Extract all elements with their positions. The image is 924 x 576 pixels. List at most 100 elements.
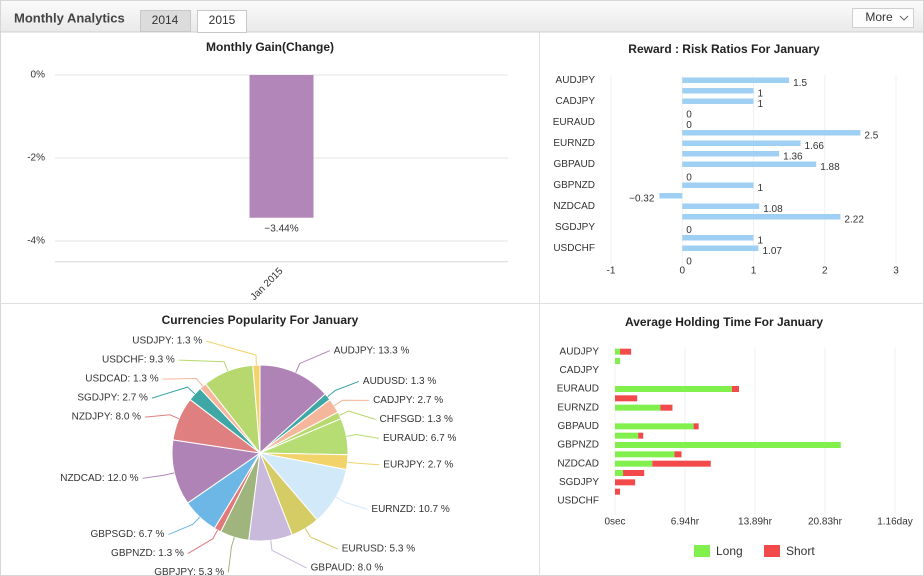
bar <box>249 74 314 218</box>
legend-swatch <box>694 545 710 557</box>
bar <box>682 161 817 167</box>
connector <box>151 386 196 399</box>
header-bar <box>1 1 923 32</box>
header-title: Monthly Analytics <box>14 10 125 25</box>
connector <box>327 380 360 398</box>
slice-label: GBPNZD: 1.3 % <box>111 548 184 559</box>
data-label: 1 <box>758 183 764 194</box>
more-label[interactable]: More <box>865 10 893 24</box>
slice-label: AUDJPY: 13.3 % <box>334 345 410 356</box>
slice-label: GBPAUD: 8.0 % <box>311 563 384 574</box>
bar <box>682 140 801 146</box>
data-label: −0.32 <box>629 193 655 204</box>
data-label: 0 <box>686 225 692 236</box>
y-tick-label: NZDCAD <box>557 458 599 469</box>
data-label: 1.36 <box>783 151 803 162</box>
y-tick-label: 0% <box>31 70 46 81</box>
y-tick-label: EURAUD <box>553 117 595 128</box>
bar <box>682 98 754 104</box>
data-label: 1.5 <box>793 78 807 89</box>
bar <box>682 88 754 94</box>
bar-segment <box>615 451 675 458</box>
bar <box>682 182 754 188</box>
y-tick-label: USDCHF <box>557 496 599 507</box>
y-tick-label: EURAUD <box>557 384 599 395</box>
connector <box>346 433 380 439</box>
slice-label: GBPJPY: 5.3 % <box>154 567 224 576</box>
legend-label: Long <box>716 544 743 558</box>
y-tick-label: CADJPY <box>560 365 600 376</box>
slice-label: EURJPY: 2.7 % <box>383 459 453 470</box>
connector <box>335 496 368 510</box>
data-label: 0 <box>686 120 692 131</box>
x-tick-label: 1 <box>751 266 757 277</box>
tab[interactable]: 2015 <box>209 13 236 27</box>
y-tick-label: SGDJPY <box>555 222 595 233</box>
connector <box>178 359 229 372</box>
y-tick-label: EURNZD <box>557 402 599 413</box>
connector <box>168 516 201 536</box>
y-tick-label: GBPAUD <box>558 421 600 432</box>
connector <box>304 528 338 550</box>
bar-segment <box>731 386 739 392</box>
tab-bg[interactable] <box>140 10 191 32</box>
pie-slice <box>252 364 261 454</box>
data-label: 2.5 <box>864 130 878 141</box>
bar-segment <box>615 386 732 392</box>
bar-segment <box>693 423 699 430</box>
bar-segment <box>615 395 638 402</box>
connector <box>145 414 180 420</box>
bar-segment <box>652 460 711 467</box>
y-tick-label: AUDJPY <box>560 346 600 357</box>
connector <box>339 410 376 420</box>
bar-segment <box>623 470 645 476</box>
bar <box>659 193 683 199</box>
bar-segment <box>660 404 673 411</box>
tab[interactable]: 2014 <box>152 13 179 27</box>
bar-segment <box>638 432 644 439</box>
x-tick-label: 13.89hr <box>738 517 773 528</box>
data-label: 1.88 <box>820 162 840 173</box>
y-tick-label: -2% <box>27 153 45 164</box>
y-tick-label: CADJPY <box>556 96 596 107</box>
connector <box>347 461 380 466</box>
bar-segment <box>615 423 694 430</box>
bar-segment <box>615 460 653 467</box>
legend-label: Short <box>786 544 815 558</box>
connector <box>333 399 370 407</box>
x-tick-label: 0 <box>679 266 685 277</box>
chart-title: Currencies Popularity For January <box>162 313 359 327</box>
x-tick-label: 6.94hr <box>671 517 700 528</box>
data-label: 0 <box>686 256 692 267</box>
y-tick-label: -4% <box>27 236 45 247</box>
bar-segment <box>674 451 682 458</box>
legend-swatch <box>764 545 780 557</box>
x-tick-label: -1 <box>607 266 616 277</box>
connector <box>227 537 235 573</box>
slice-label: NZDJPY: 8.0 % <box>72 412 142 423</box>
pie-slice <box>171 439 262 504</box>
data-label: 1 <box>758 88 764 99</box>
slice-label: CADJPY: 2.7 % <box>373 395 443 406</box>
connector <box>162 378 204 387</box>
y-tick-label: GBPNZD <box>553 180 595 191</box>
data-label: 1 <box>758 99 764 110</box>
connector <box>142 472 175 479</box>
data-label: 1 <box>758 235 764 246</box>
data-label: 2.22 <box>844 214 864 225</box>
bar <box>682 235 754 241</box>
data-label: −3.44% <box>264 223 298 234</box>
tab-bg-active[interactable] <box>197 10 247 33</box>
data-label: 0 <box>686 172 692 183</box>
bar <box>682 77 790 83</box>
y-tick-label: SGDJPY <box>559 477 599 488</box>
more-arrow[interactable] <box>899 15 909 21</box>
more-button[interactable] <box>852 8 914 28</box>
y-tick-label: GBPAUD <box>554 159 596 170</box>
bar-segment <box>615 432 639 439</box>
connector <box>270 540 307 569</box>
bar-segment <box>620 348 632 355</box>
data-label: 0 <box>686 109 692 120</box>
bar-segment <box>615 348 621 355</box>
